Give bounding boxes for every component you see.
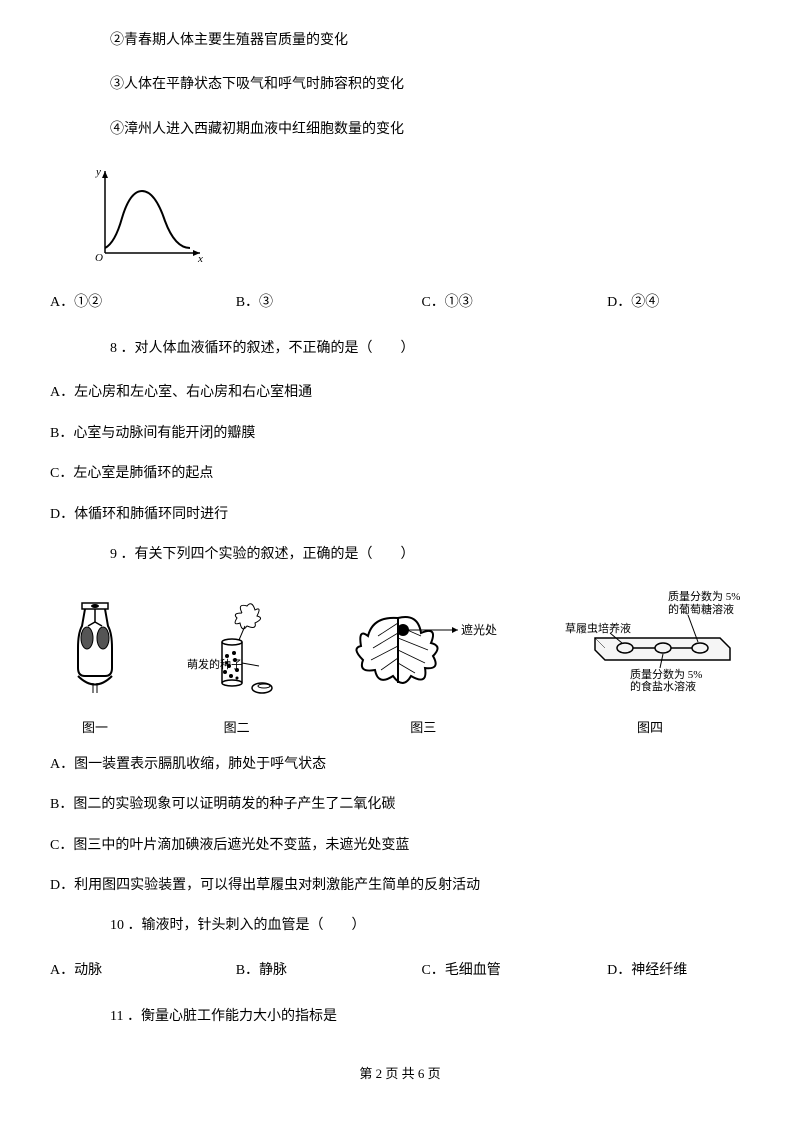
q10-options: A．动脉 B．静脉 C．毛细血管 D．神经纤维 — [50, 960, 750, 982]
option-c: C．①③ — [421, 292, 607, 314]
page-footer: 第 2 页 共 6 页 — [50, 1064, 750, 1085]
figure-3: 遮光处 图三 — [343, 598, 503, 739]
q8-option-a: A．左心房和左心室、右心房和右心室相通 — [50, 382, 750, 404]
q9-option-d: D．利用图四实验装置，可以得出草履虫对刺激能产生简单的反射活动 — [50, 875, 750, 897]
q10-option-d: D．神经纤维 — [607, 960, 750, 982]
svg-text:质量分数为 5%: 质量分数为 5% — [630, 668, 702, 681]
q9-option-c: C．图三中的叶片滴加碘液后遮光处不变蓝，未遮光处变蓝 — [50, 835, 750, 857]
q10-stem: 10 ．输液时，针头刺入的血管是（ ） — [50, 915, 750, 937]
q8-option-c: C．左心室是肺循环的起点 — [50, 463, 750, 485]
svg-text:O: O — [95, 252, 103, 263]
q10-option-b: B．静脉 — [236, 960, 422, 982]
svg-text:质量分数为 5%: 质量分数为 5% — [668, 590, 740, 603]
q7-options: A．①② B．③ C．①③ D．②④ — [50, 292, 750, 314]
svg-text:的葡萄糖溶液: 的葡萄糖溶液 — [668, 602, 734, 616]
option-d: D．②④ — [607, 292, 750, 314]
option-b: B．③ — [236, 292, 422, 314]
q11-stem: 11 ．衡量心脏工作能力大小的指标是 — [50, 1006, 750, 1028]
option-a: A．①② — [50, 292, 236, 314]
svg-text:萌发的种子: 萌发的种子 — [187, 657, 242, 671]
svg-text:遮光处: 遮光处 — [461, 622, 497, 637]
figure-4: 草履虫培养液 质量分数为 5% 的葡萄糖溶液 质量分数为 5% 的食盐水溶液 图… — [560, 588, 740, 739]
q8-option-d: D．体循环和肺循环同时进行 — [50, 504, 750, 526]
figure-1: 图一 — [60, 598, 130, 739]
fig1-label: 图一 — [60, 718, 130, 739]
curve-graph: y x O — [50, 163, 750, 271]
item-2: ②青春期人体主要生殖器官质量的变化 — [50, 30, 750, 52]
q9-stem: 9 ．有关下列四个实验的叙述，正确的是（ ） — [50, 544, 750, 566]
fig2-label: 图二 — [187, 718, 287, 739]
svg-text:的食盐水溶液: 的食盐水溶液 — [630, 679, 696, 693]
figure-2: 萌发的种子 图二 — [187, 598, 287, 739]
experiment-images: 图一 萌发的种子 图二 — [50, 588, 750, 739]
fig3-label: 图三 — [343, 718, 503, 739]
q8-stem: 8 ．对人体血液循环的叙述，不正确的是（ ） — [50, 338, 750, 360]
q9-option-a: A．图一装置表示膈肌收缩，肺处于呼气状态 — [50, 754, 750, 776]
item-3: ③人体在平静状态下吸气和呼气时肺容积的变化 — [50, 74, 750, 96]
fig4-label: 图四 — [560, 718, 740, 739]
q8-option-b: B．心室与动脉间有能开闭的瓣膜 — [50, 423, 750, 445]
svg-text:y: y — [95, 166, 101, 178]
item-4: ④漳州人进入西藏初期血液中红细胞数量的变化 — [50, 119, 750, 141]
svg-text:x: x — [197, 253, 203, 263]
svg-text:草履虫培养液: 草履虫培养液 — [565, 621, 631, 635]
q10-option-a: A．动脉 — [50, 960, 236, 982]
q9-option-b: B．图二的实验现象可以证明萌发的种子产生了二氧化碳 — [50, 794, 750, 816]
q10-option-c: C．毛细血管 — [421, 960, 607, 982]
